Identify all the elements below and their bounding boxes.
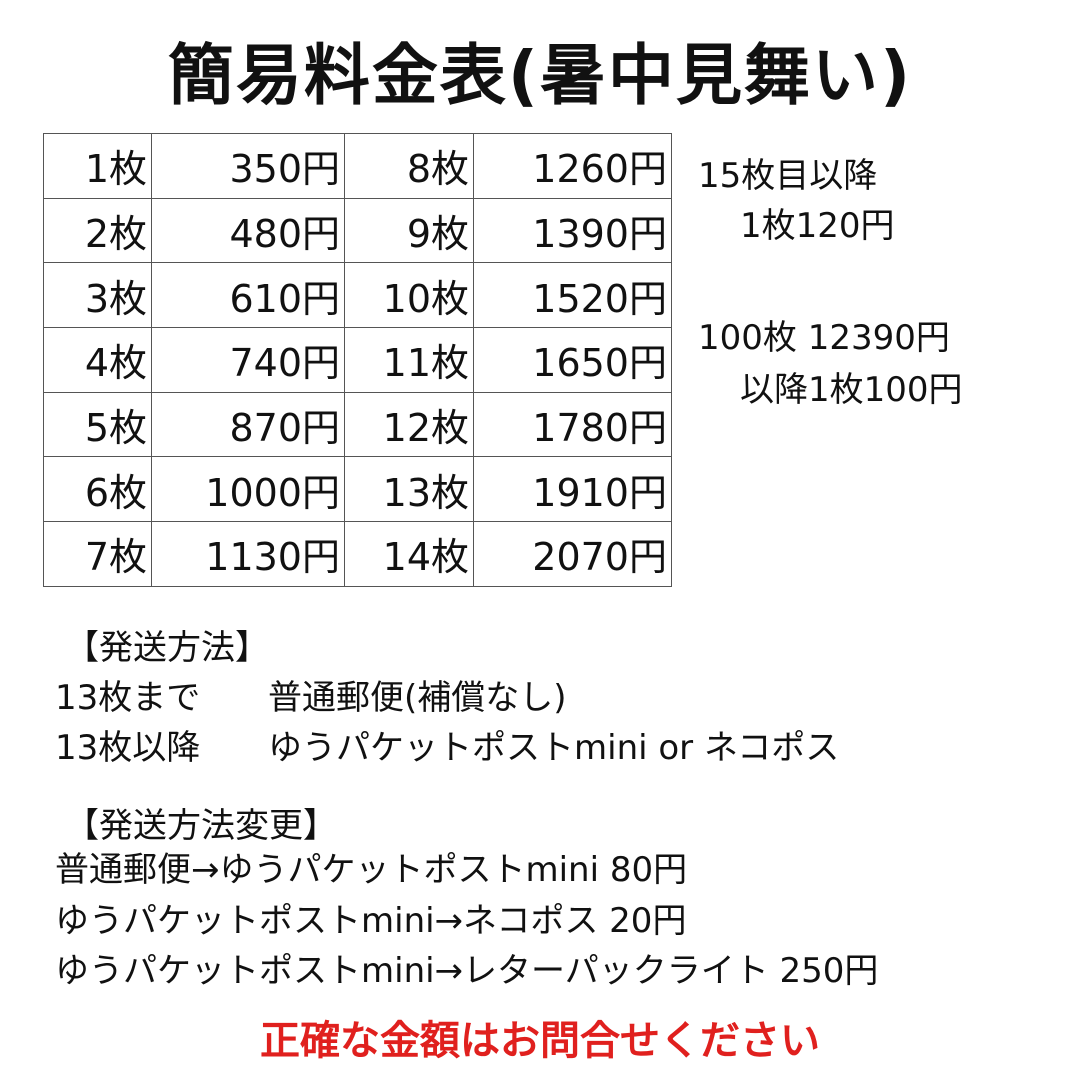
table-row: 2枚 480円 9枚 1390円 [43, 197, 672, 264]
note: 以降1枚100円 [740, 370, 963, 410]
count-cell: 4枚 [43, 327, 152, 393]
change-line: ゆうパケットポストmini→レターパックライト 250円 [55, 951, 879, 991]
count-cell: 8枚 [344, 133, 474, 199]
count-cell: 5枚 [43, 391, 152, 458]
price-cell: 350円 [151, 133, 345, 199]
price-cell: 1130円 [151, 521, 345, 587]
price-cell: 1390円 [473, 197, 672, 264]
price-cell: 1910円 [473, 456, 672, 523]
note: 1枚120円 [740, 206, 895, 246]
count-cell: 6枚 [43, 456, 152, 523]
note: 100枚 12390円 [698, 318, 950, 358]
table-row: 6枚 1000円 13枚 1910円 [43, 456, 672, 523]
price-cell: 480円 [151, 197, 345, 264]
note: 15枚目以降 [698, 156, 878, 196]
section-heading: 【発送方法変更】 [65, 806, 337, 846]
table-row: 5枚 870円 12枚 1780円 [43, 391, 672, 458]
count-cell: 1枚 [43, 133, 152, 199]
count-cell: 7枚 [43, 521, 152, 587]
ship-method: 普通郵便(補償なし) [268, 678, 567, 718]
price-cell: 2070円 [473, 521, 672, 587]
price-cell: 870円 [151, 391, 345, 458]
ship-method: ゆうパケットポストmini or ネコポス [268, 728, 840, 768]
change-line: 普通郵便→ゆうパケットポストmini 80円 [55, 850, 688, 890]
table-row: 7枚 1130円 14枚 2070円 [43, 521, 672, 587]
count-cell: 10枚 [344, 262, 474, 329]
price-cell: 610円 [151, 262, 345, 329]
table-row: 1枚 350円 8枚 1260円 [43, 133, 672, 199]
ship-count: 13枚以降 [55, 728, 201, 768]
count-cell: 14枚 [344, 521, 474, 587]
count-cell: 13枚 [344, 456, 474, 523]
change-line: ゆうパケットポストmini→ネコポス 20円 [55, 901, 687, 941]
price-cell: 740円 [151, 327, 345, 393]
count-cell: 2枚 [43, 197, 152, 264]
title: 簡易料金表(暑中見舞い) [167, 37, 913, 114]
price-cell: 1780円 [473, 391, 672, 458]
price-cell: 1650円 [473, 327, 672, 393]
count-cell: 9枚 [344, 197, 474, 264]
footer-notice: 正確な金額はお問合せください [260, 1018, 820, 1064]
price-cell: 1260円 [473, 133, 672, 199]
count-cell: 3枚 [43, 262, 152, 329]
count-cell: 12枚 [344, 391, 474, 458]
table-row: 4枚 740円 11枚 1650円 [43, 327, 672, 393]
price-cell: 1000円 [151, 456, 345, 523]
ship-count: 13枚まで [55, 678, 201, 718]
price-cell: 1520円 [473, 262, 672, 329]
price-table: 1枚 350円 8枚 1260円 2枚 480円 9枚 1390円 3枚 610円 10枚 1520円… [43, 133, 672, 587]
section-heading: 【発送方法】 [65, 628, 269, 668]
count-cell: 11枚 [344, 327, 474, 393]
table-row: 3枚 610円 10枚 1520円 [43, 262, 672, 329]
